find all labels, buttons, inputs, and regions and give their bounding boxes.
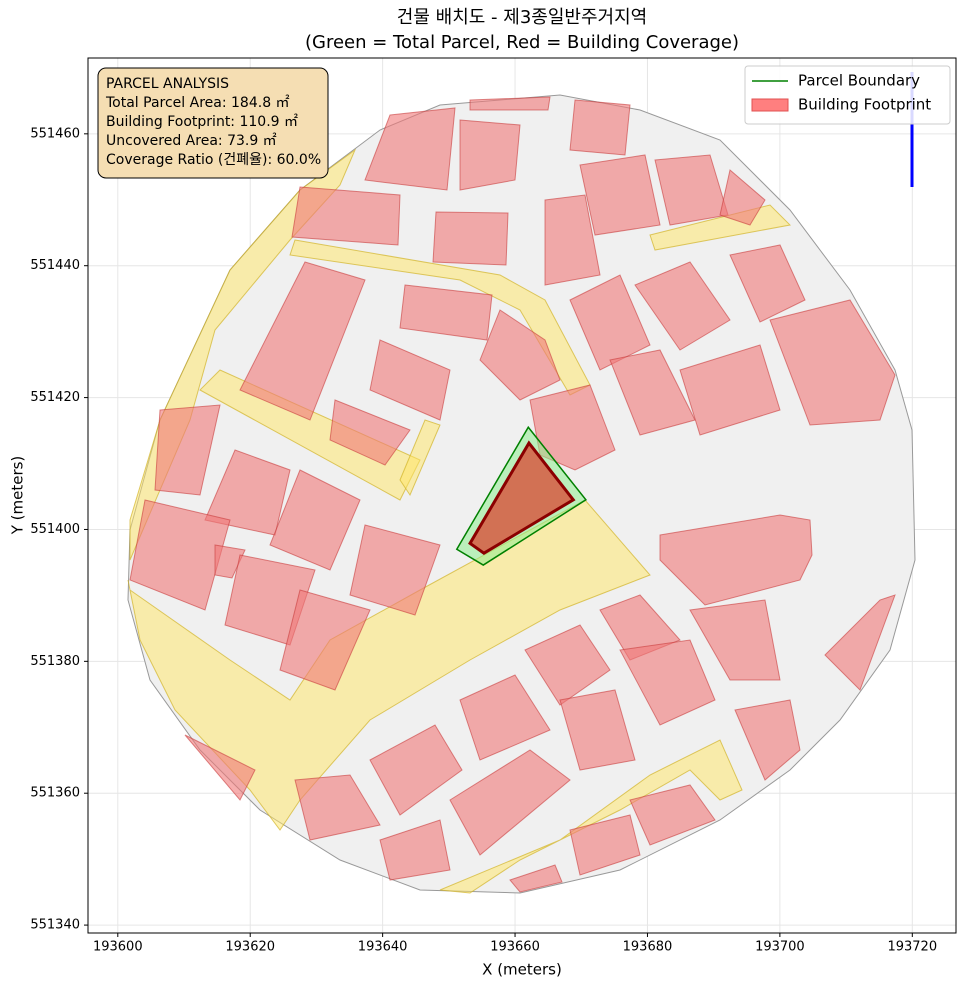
annotation-line: Building Footprint: 110.9 ㎡ <box>106 114 298 130</box>
annotation-frame <box>97 67 329 179</box>
background-map <box>127 72 916 894</box>
x-tick-label: 193600 <box>93 940 143 955</box>
legend-frame <box>744 65 951 125</box>
x-axis-label: X (meters) <box>482 961 562 979</box>
building <box>468 440 576 555</box>
plot-frame <box>87 57 957 934</box>
chart-subtitle: (Green = Total Parcel, Red = Building Co… <box>305 32 739 53</box>
x-tick-label: 193660 <box>490 940 540 955</box>
y-tick-label: 551360 <box>30 786 80 801</box>
legend-label: Parcel Boundary <box>798 72 920 90</box>
y-tick-label: 551380 <box>30 654 80 669</box>
y-tick-label: 551400 <box>30 522 80 537</box>
y-tick-label: 551440 <box>30 258 80 273</box>
x-tick-label: 193640 <box>358 940 408 955</box>
chart-title: 건물 배치도 - 제3종일반주거지역 <box>397 7 647 28</box>
x-tick-label: 193680 <box>623 940 673 955</box>
annotation-box: PARCEL ANALYSIS Total Parcel Area: 184.8 … <box>97 67 329 179</box>
x-tick-label: 193620 <box>225 940 275 955</box>
annotation-line: Uncovered Area: 73.9 ㎡ <box>106 133 277 149</box>
plot-marks <box>455 425 587 566</box>
legend-label: Building Footprint <box>798 96 931 114</box>
annotation-line: PARCEL ANALYSIS <box>106 76 229 92</box>
y-tick-label: 551420 <box>30 390 80 405</box>
annotation-line: Coverage Ratio (건폐율): 60.0% <box>106 152 321 168</box>
legend: Parcel Boundary Building Footprint <box>744 65 951 125</box>
annotation-line: Total Parcel Area: 184.8 ㎡ <box>105 95 290 111</box>
buildings <box>129 96 896 893</box>
y-tick-label: 551340 <box>30 918 80 933</box>
x-tick-label: 193700 <box>755 940 805 955</box>
legend-swatch <box>751 98 789 112</box>
y-tick-label: 551460 <box>30 126 80 141</box>
x-tick-label: 193720 <box>887 940 937 955</box>
y-axis-label: Y (meters) <box>9 456 27 536</box>
